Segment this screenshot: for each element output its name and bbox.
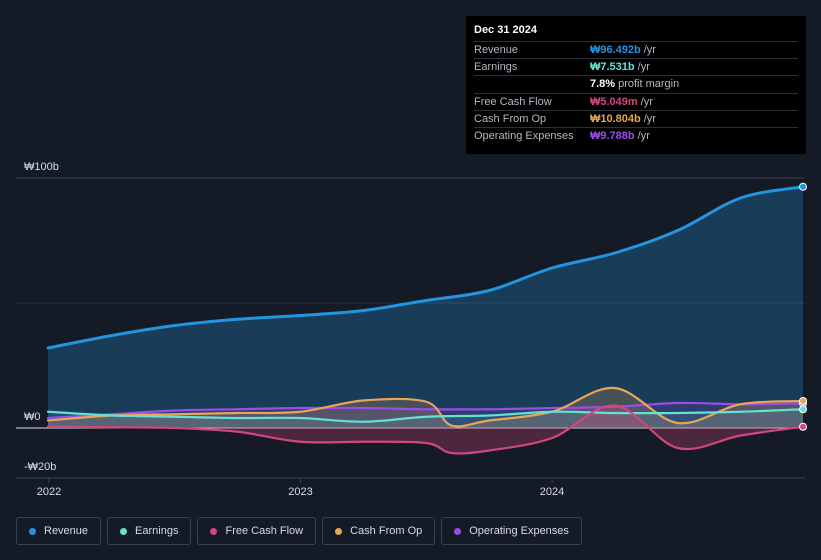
tooltip-unit: /yr: [643, 44, 656, 57]
legend-dot-icon: [335, 527, 343, 535]
legend-item-operating-expenses[interactable]: Operating Expenses: [441, 517, 582, 545]
legend-dot-icon: [29, 527, 36, 535]
tooltip-row-cash-from-op: Cash From Op ₩10.804b/yr: [474, 109, 798, 127]
legend-item-earnings[interactable]: Earnings: [107, 517, 192, 545]
y-tick-label: ₩0: [24, 411, 41, 423]
legend-label: Free Cash Flow: [225, 525, 304, 537]
tooltip-value: ₩10.804b: [590, 112, 641, 125]
legend-label: Cash From Op: [350, 525, 423, 537]
operating-expenses-line: [46, 401, 805, 420]
tooltip-row-operating-expenses: Operating Expenses ₩9.788b/yr: [474, 126, 798, 144]
tooltip-row-margin: 7.8% profit margin: [474, 75, 798, 92]
series-lines: [46, 185, 805, 455]
legend-item-revenue[interactable]: Revenue: [16, 517, 102, 545]
legend: Revenue Earnings Free Cash Flow Cash From O…: [16, 517, 582, 545]
tooltip-row-revenue: Revenue ₩96.492b/yr: [474, 41, 798, 58]
free-cash-flow-endpoint: [799, 422, 807, 431]
y-tick-label: ₩100b: [24, 161, 59, 173]
earnings-line: [46, 408, 805, 423]
revenue-endpoint: [799, 182, 807, 191]
free-cash-flow-line: [46, 404, 805, 455]
tooltip-label: Cash From Op: [474, 112, 547, 125]
tooltip-row-earnings: Earnings ₩7.531b/yr: [474, 58, 798, 75]
legend-label: Revenue: [44, 525, 89, 537]
tooltip-unit: /yr: [637, 61, 650, 74]
tooltip-value: ₩9.788b: [590, 130, 635, 143]
series-areas: [48, 186, 803, 454]
y-tick-label: -₩20b: [24, 461, 56, 473]
legend-item-free-cash-flow[interactable]: Free Cash Flow: [197, 517, 317, 545]
profit-margin-text: profit margin: [618, 78, 680, 91]
profit-margin-value: 7.8%: [590, 78, 616, 91]
tooltip-unit: /yr: [643, 112, 656, 125]
tooltip-label: Revenue: [474, 44, 519, 57]
cash-from-op-endpoint: [799, 397, 807, 405]
legend-dot-icon: [210, 527, 218, 535]
tooltip-label: Operating Expenses: [474, 130, 574, 143]
tooltip-value: ₩7.531b: [590, 61, 635, 74]
legend-item-cash-from-op[interactable]: Cash From Op: [322, 517, 436, 545]
series-endpoints: [799, 182, 807, 431]
x-tick-label: 2022: [37, 486, 61, 498]
tooltip-unit: /yr: [640, 95, 653, 108]
legend-dot-icon: [120, 527, 128, 535]
revenue-area: [48, 186, 803, 428]
tooltip-row-free-cash-flow: Free Cash Flow ₩5.049m/yr: [474, 92, 798, 110]
tooltip-label: Free Cash Flow: [474, 95, 552, 108]
tooltip-date: Dec 31 2024: [474, 24, 537, 36]
tooltip-value: ₩96.492b: [590, 44, 641, 57]
tooltip-value: ₩5.049m: [590, 95, 638, 108]
x-axis: 2022 2023 2024: [37, 478, 564, 498]
x-tick-label: 2024: [540, 486, 564, 498]
legend-label: Earnings: [135, 525, 179, 537]
y-axis: ₩100b ₩0 -₩20b: [24, 161, 59, 473]
legend-dot-icon: [454, 527, 462, 535]
earnings-endpoint: [799, 405, 807, 414]
tooltip-label: Earnings: [474, 61, 518, 74]
free-cash-flow-area: [48, 405, 803, 454]
operating-expenses-area: [48, 402, 803, 428]
tooltip: Dec 31 2024 Revenue ₩96.492b/yr Earnings ₩7…: [466, 16, 806, 154]
x-tick-label: 2023: [288, 486, 312, 498]
revenue-line: [46, 185, 805, 350]
tooltip-unit: /yr: [637, 130, 650, 143]
legend-label: Operating Expenses: [469, 525, 569, 537]
